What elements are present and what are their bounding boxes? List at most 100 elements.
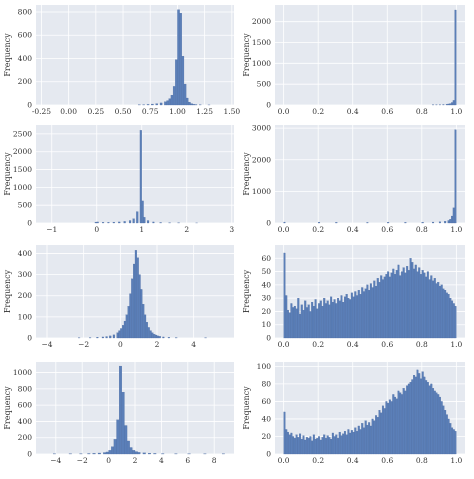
histogram-bar bbox=[285, 295, 287, 338]
histogram-bar bbox=[308, 438, 310, 454]
histogram-bar bbox=[132, 450, 135, 454]
x-tick-label: 0.8 bbox=[416, 340, 428, 349]
histogram-bar bbox=[437, 282, 439, 338]
y-axis-label: Frequency bbox=[3, 152, 12, 196]
histogram-bar bbox=[296, 309, 298, 338]
y-tick-label: 0 bbox=[266, 334, 271, 343]
y-tick-label: 50 bbox=[261, 267, 271, 276]
histogram-bar bbox=[157, 336, 159, 338]
y-tick-label: 200 bbox=[18, 433, 33, 442]
histogram-bar bbox=[389, 400, 391, 454]
histogram-bar bbox=[102, 222, 104, 223]
histogram-bar bbox=[429, 386, 431, 454]
histogram-bar bbox=[127, 441, 130, 454]
histogram-bar bbox=[370, 284, 372, 338]
x-tick-label: 0.0 bbox=[278, 107, 290, 116]
histogram-bar bbox=[384, 277, 386, 338]
histogram-bar bbox=[455, 431, 457, 454]
histogram-bar bbox=[389, 277, 391, 338]
x-tick-label: 0.2 bbox=[312, 107, 324, 116]
y-tick-label: 800 bbox=[18, 7, 33, 16]
histogram-bar bbox=[387, 403, 389, 454]
histogram-bar bbox=[148, 327, 150, 338]
y-axis-label: Frequency bbox=[3, 386, 12, 430]
y-tick-label: 1500 bbox=[252, 38, 271, 47]
y-tick-label: 0 bbox=[27, 450, 32, 459]
histogram-bar bbox=[449, 298, 451, 338]
histogram-bar bbox=[408, 270, 410, 338]
histogram-bar bbox=[138, 452, 141, 454]
x-tick-label: 0 bbox=[118, 340, 123, 349]
histogram-bar bbox=[124, 221, 126, 223]
histogram-bar bbox=[373, 281, 375, 338]
histogram-bar bbox=[135, 452, 138, 454]
histogram-bar bbox=[399, 276, 401, 338]
histogram-bar bbox=[436, 393, 438, 454]
histogram-bar bbox=[304, 301, 306, 338]
histogram-bar bbox=[406, 386, 408, 454]
y-tick-label: 60 bbox=[261, 254, 271, 263]
histogram-bar bbox=[444, 221, 446, 223]
x-tick-label: 1.00 bbox=[169, 107, 186, 116]
histogram-bar bbox=[398, 391, 400, 454]
histogram-bar bbox=[320, 301, 322, 338]
histogram-bar bbox=[140, 130, 142, 223]
histogram-bar bbox=[129, 221, 131, 223]
histogram-bar bbox=[405, 273, 407, 338]
histogram-bar bbox=[427, 272, 429, 338]
x-tick-label: 0.50 bbox=[115, 107, 132, 116]
histogram-bar bbox=[334, 436, 336, 454]
histogram-bar bbox=[142, 201, 144, 223]
histogram-bar bbox=[444, 410, 446, 454]
y-tick-label: 3000 bbox=[252, 124, 271, 133]
histogram-bar bbox=[453, 208, 455, 223]
histogram-bar bbox=[349, 433, 351, 454]
y-tick-label: 600 bbox=[18, 401, 33, 410]
histogram-bar bbox=[415, 265, 417, 338]
plot-area bbox=[275, 125, 465, 223]
histogram-bar bbox=[151, 104, 153, 105]
histogram-bar bbox=[375, 286, 377, 338]
histogram-bar bbox=[451, 301, 453, 338]
histogram-bar bbox=[126, 315, 128, 338]
x-tick-label: −4 bbox=[41, 340, 52, 349]
histogram-bar bbox=[301, 439, 303, 454]
histogram-bar bbox=[98, 453, 101, 454]
histogram-bar bbox=[455, 306, 457, 338]
histogram-bar bbox=[396, 399, 398, 454]
histogram-bar bbox=[346, 294, 348, 338]
histogram-bar bbox=[365, 289, 367, 338]
histogram-bar bbox=[150, 331, 152, 338]
y-tick-label: 100 bbox=[257, 362, 272, 371]
histogram-bar bbox=[411, 380, 413, 454]
histogram-bar bbox=[422, 372, 424, 454]
histogram-bar bbox=[287, 310, 289, 338]
histogram-bar bbox=[455, 10, 457, 105]
histogram-bar bbox=[315, 439, 317, 454]
histogram-bar bbox=[351, 430, 353, 454]
x-tick-label: −2 bbox=[78, 340, 89, 349]
histogram-bar bbox=[108, 222, 110, 223]
histogram-bar bbox=[403, 388, 405, 454]
x-tick-label: 0.2 bbox=[312, 340, 324, 349]
histogram-bar bbox=[131, 279, 133, 338]
y-tick-label: 1000 bbox=[252, 59, 271, 68]
histogram-bar bbox=[299, 434, 301, 454]
histogram-bar bbox=[117, 333, 119, 338]
histogram-bar bbox=[153, 334, 155, 338]
histogram-bar bbox=[143, 453, 146, 454]
histogram-bar bbox=[303, 310, 305, 338]
histogram-bar bbox=[299, 314, 301, 338]
histogram-bar bbox=[422, 270, 424, 338]
histogram-bar bbox=[344, 297, 346, 338]
histogram-bar bbox=[392, 394, 394, 454]
histogram-bar bbox=[316, 438, 318, 454]
x-tick-label: 1.50 bbox=[223, 107, 240, 116]
histogram-bar bbox=[97, 222, 99, 223]
y-tick-label: 0 bbox=[266, 101, 271, 110]
histogram-bar bbox=[420, 274, 422, 338]
y-tick-label: 1000 bbox=[252, 187, 271, 196]
